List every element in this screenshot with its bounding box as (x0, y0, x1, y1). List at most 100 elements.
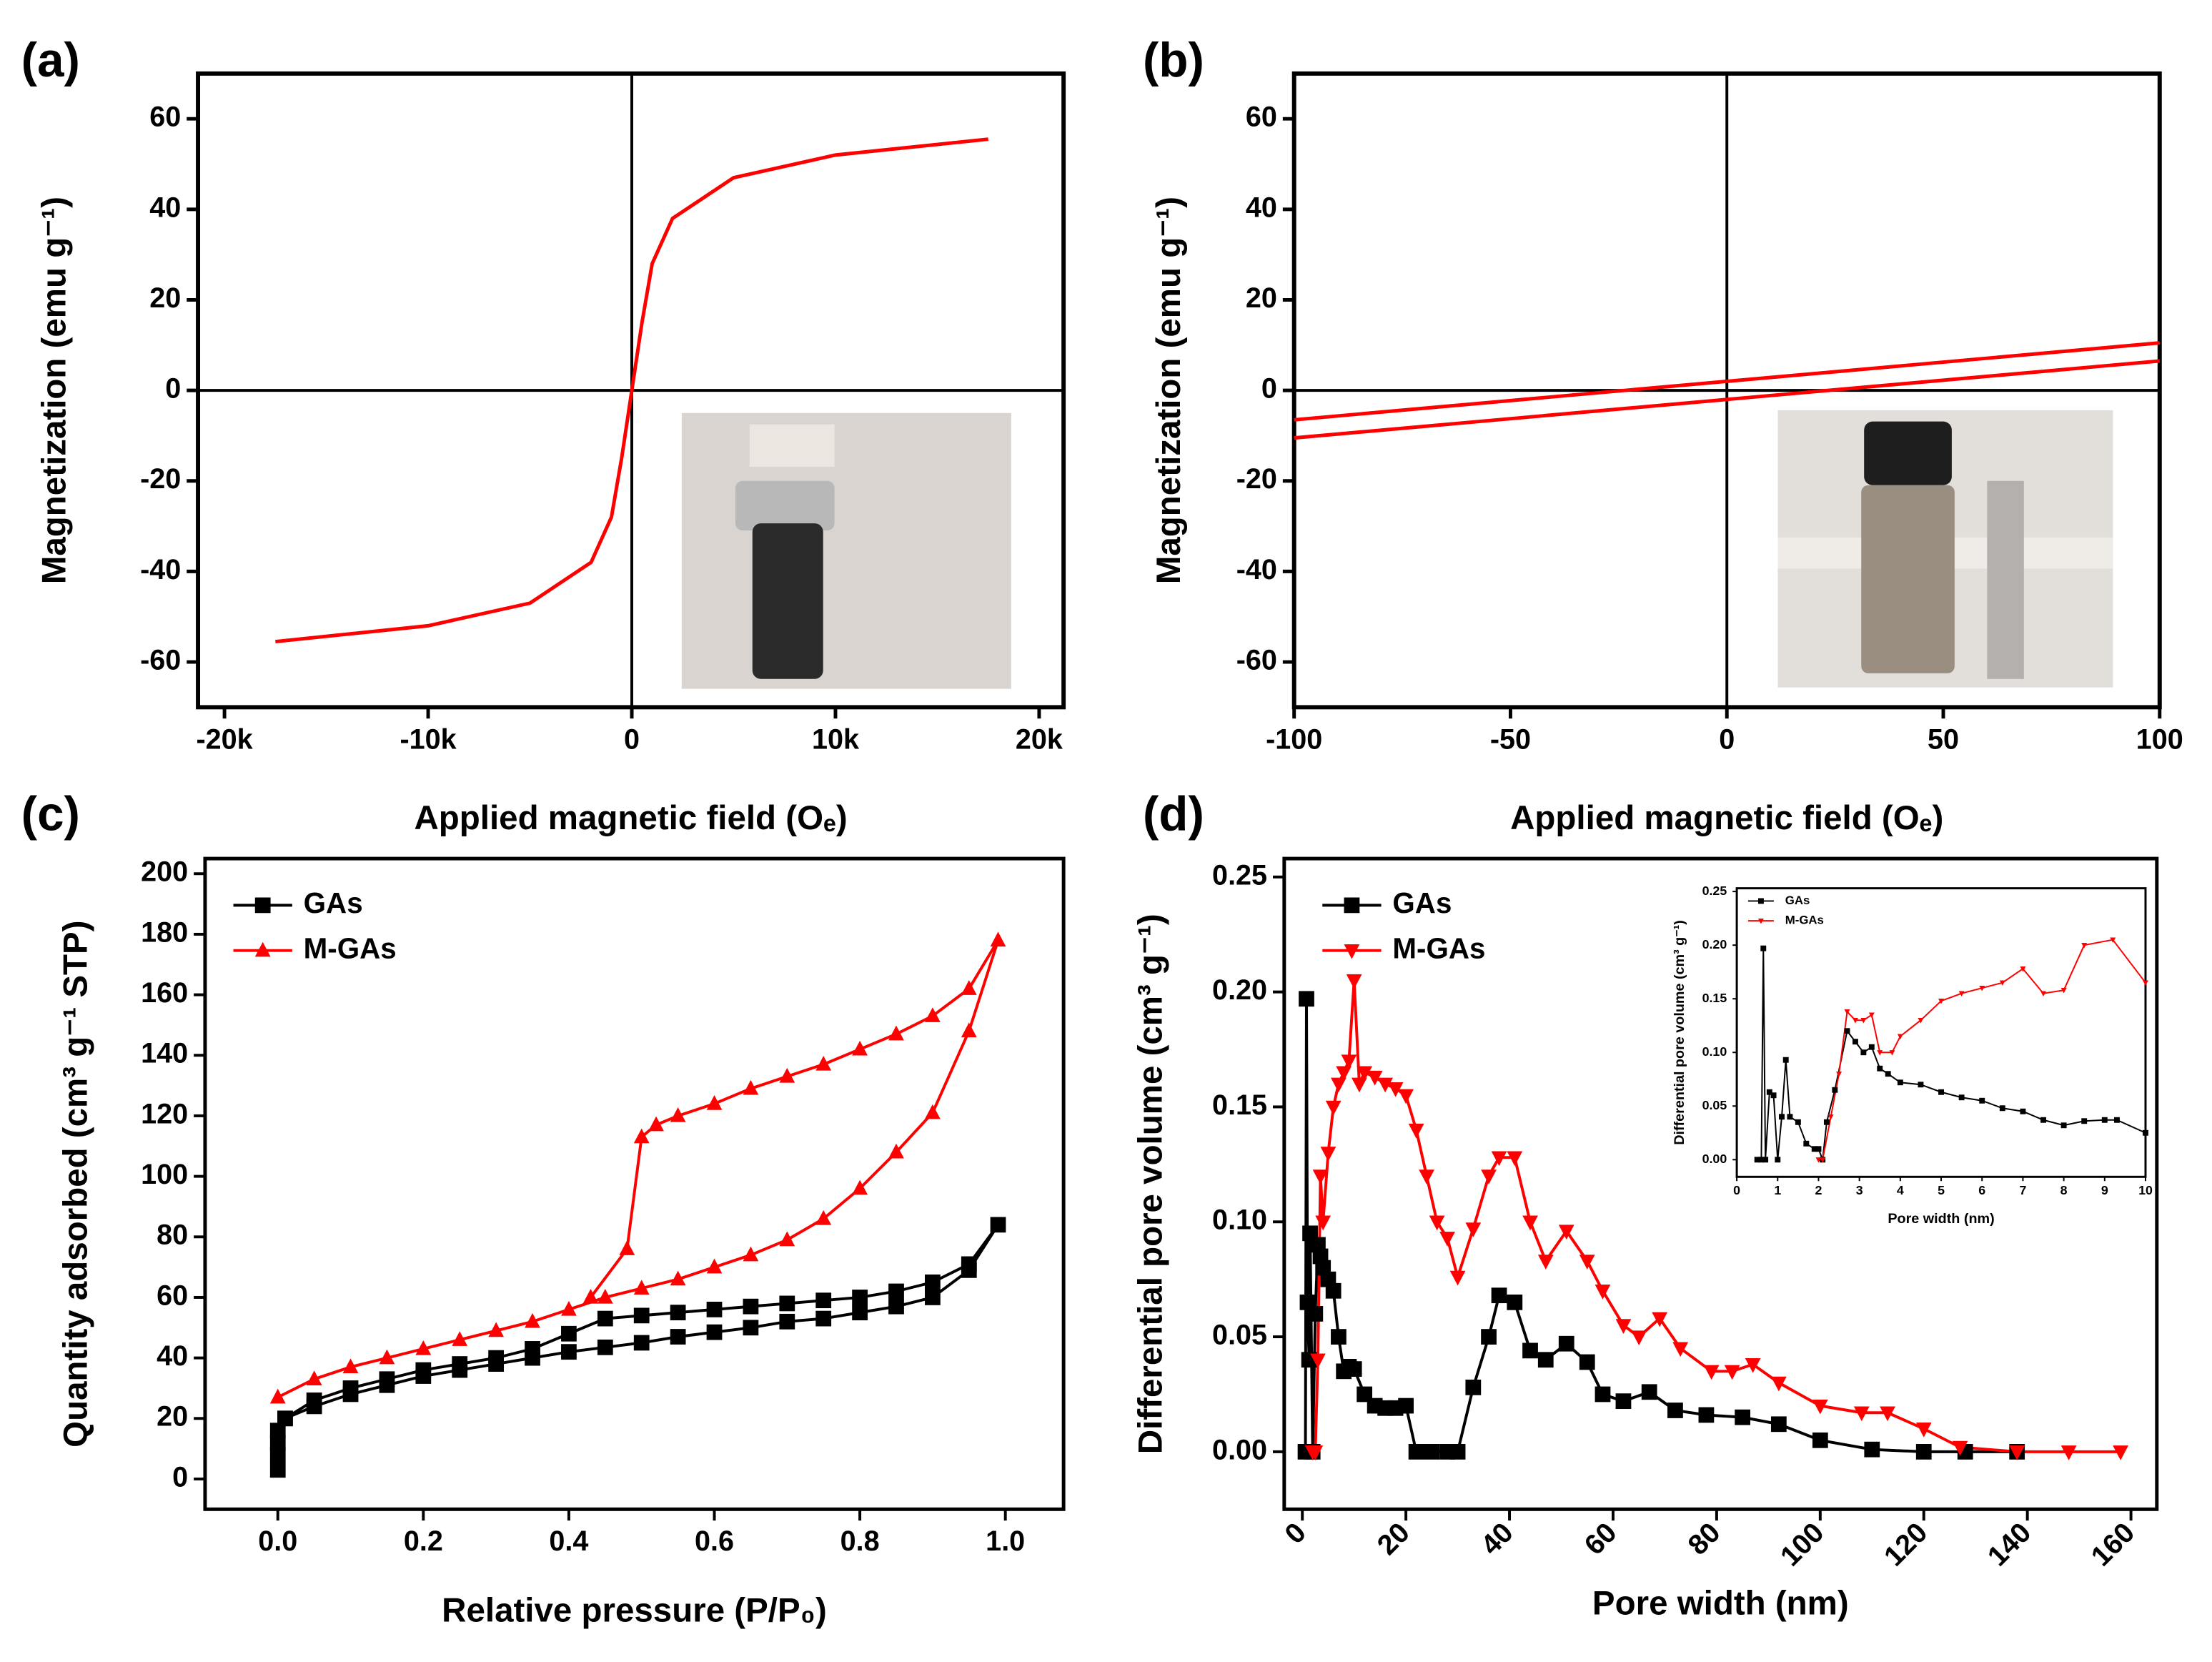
data-point (1351, 1077, 1367, 1093)
data-point (633, 1335, 650, 1351)
y-tick-label: 0.20 (1702, 937, 1727, 951)
data-point (706, 1324, 723, 1340)
data-point (597, 1288, 613, 1304)
data-point (1631, 1330, 1647, 1346)
data-point (1408, 1123, 1424, 1139)
data-point (815, 1310, 832, 1327)
data-point (1667, 1403, 1683, 1418)
y-tick-label: 0.00 (1702, 1152, 1727, 1166)
y-tick-label: 0.10 (1702, 1044, 1727, 1059)
data-point (1820, 1157, 1826, 1163)
data-point (1877, 1050, 1883, 1056)
data-point (1770, 1376, 1787, 1392)
data-point (1812, 1432, 1828, 1448)
data-point (670, 1329, 686, 1345)
data-point (1853, 1406, 1870, 1422)
data-point (306, 1370, 322, 1385)
y-tick-label: 180 (141, 916, 188, 948)
data-point (2113, 1445, 2128, 1460)
y-tick-label: 0 (1261, 373, 1277, 405)
data-point (1836, 1072, 1842, 1077)
data-point (1307, 1306, 1324, 1322)
data-point (1860, 1049, 1867, 1056)
data-point (1918, 1018, 1924, 1024)
data-point (1698, 1407, 1715, 1423)
data-point (852, 1179, 868, 1195)
data-point (1880, 1406, 1895, 1422)
data-point (379, 1371, 395, 1388)
x-tick-label: 0 (1733, 1183, 1740, 1197)
data-point (561, 1344, 577, 1360)
plot-frame (1282, 856, 2159, 1511)
data-point (1770, 1416, 1787, 1433)
data-point (306, 1393, 322, 1408)
y-tick-label: 0.20 (1212, 974, 1267, 1006)
data-point (852, 1305, 868, 1321)
data-point (1758, 1157, 1765, 1163)
y-tick-label: 60 (149, 102, 181, 133)
data-point (1325, 1282, 1341, 1299)
data-point (633, 1128, 650, 1144)
y-tick-label: 0 (165, 373, 181, 405)
data-point (269, 1435, 286, 1451)
data-point (743, 1079, 759, 1095)
data-point (1594, 1285, 1611, 1300)
legend-marker (1757, 918, 1764, 924)
data-point (1652, 1312, 1668, 1327)
legend-label: GAs (304, 886, 363, 919)
data-point (1787, 1114, 1793, 1120)
data-point (633, 1280, 650, 1295)
data-point (1795, 1119, 1801, 1125)
data-point (1336, 1066, 1352, 1082)
x-tick-label: 0.0 (258, 1525, 297, 1557)
data-point (815, 1210, 832, 1225)
x-tick-label: 7 (2019, 1183, 2026, 1197)
data-point (1346, 974, 1362, 989)
data-point (1938, 999, 1944, 1004)
data-point (648, 1116, 664, 1132)
data-point (779, 1231, 795, 1247)
data-point (1779, 1114, 1785, 1120)
data-point (1615, 1393, 1632, 1410)
data-point (1312, 1169, 1329, 1184)
data-point (1449, 1444, 1466, 1460)
data-point (1844, 1009, 1850, 1015)
data-point (706, 1258, 723, 1274)
y-tick-label: 0.15 (1702, 991, 1727, 1005)
data-point (415, 1362, 432, 1378)
data-point (1481, 1329, 1497, 1345)
data-point (1325, 1100, 1341, 1116)
data-point (1812, 1399, 1828, 1415)
y-tick-label: 60 (1246, 102, 1277, 133)
data-point (1762, 1157, 1769, 1163)
data-point (342, 1358, 359, 1374)
y-tick-label: 40 (1246, 192, 1277, 223)
photo-b (1777, 410, 2113, 688)
x-tick-label: 6 (1978, 1183, 1985, 1197)
y-tick-label: -40 (140, 554, 181, 585)
data-point (2040, 991, 2046, 997)
legend-label: GAs (1785, 894, 1810, 907)
data-point (1522, 1215, 1538, 1231)
data-point (2110, 937, 2116, 944)
series-line (1757, 948, 2146, 1161)
x-tick-label: 0.4 (549, 1525, 588, 1557)
legend-label: M-GAs (304, 931, 397, 964)
y-tick-label: 20 (149, 282, 181, 314)
x-axis-label: Relative pressure (P/P₀) (442, 1591, 827, 1629)
data-point (1341, 1054, 1357, 1070)
data-point (2114, 1117, 2120, 1123)
data-point (1615, 1319, 1632, 1334)
x-tick-label: 20 (1372, 1517, 1416, 1561)
data-point (269, 1423, 286, 1439)
panel-label: (a) (21, 34, 80, 87)
data-point (1885, 1071, 1891, 1077)
y-tick-label: 40 (149, 192, 181, 223)
data-point (1424, 1444, 1440, 1460)
data-point (1999, 1105, 2005, 1112)
y-tick-label: -40 (1236, 554, 1277, 585)
panel: 0 20 40 60 80 100 120 140 1600.000.050.100.150.2… (1131, 787, 2159, 1622)
data-point (852, 1040, 868, 1056)
x-tick-label: 3 (1856, 1183, 1863, 1197)
data-point (1537, 1255, 1554, 1270)
